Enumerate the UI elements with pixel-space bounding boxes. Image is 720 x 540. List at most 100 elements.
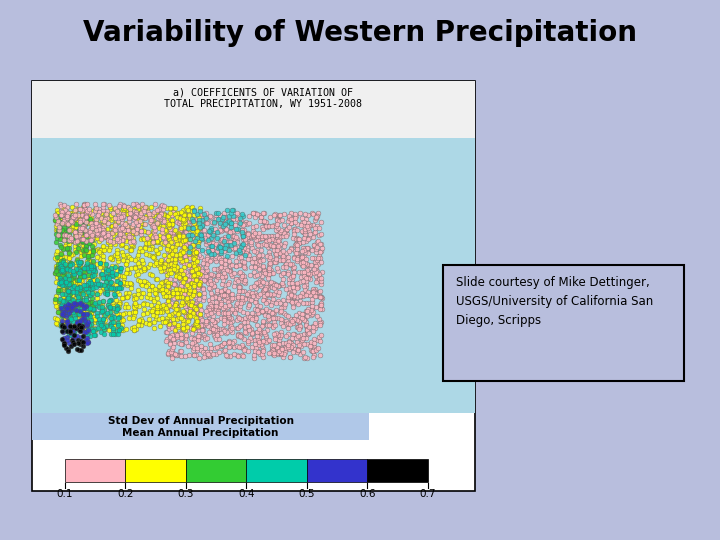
Point [98, 322, 109, 331]
Point [60, 213, 72, 222]
Point [231, 274, 243, 283]
Point [298, 329, 310, 338]
Point [308, 240, 320, 249]
Point [292, 293, 303, 301]
Point [130, 293, 141, 301]
Point [138, 220, 150, 228]
Point [175, 251, 186, 259]
Point [99, 310, 110, 319]
Point [270, 210, 282, 219]
Point [186, 308, 197, 317]
Point [61, 212, 73, 220]
Point [312, 315, 324, 323]
Point [158, 210, 170, 219]
Point [225, 217, 237, 226]
Point [109, 326, 121, 335]
Point [310, 278, 322, 287]
Point [317, 305, 328, 313]
Point [183, 250, 194, 259]
Point [53, 217, 64, 225]
Point [161, 226, 172, 234]
Point [274, 244, 285, 252]
Point [250, 305, 261, 314]
Point [90, 325, 102, 333]
Point [308, 287, 320, 296]
Point [261, 326, 272, 334]
Point [52, 307, 63, 316]
Point [122, 292, 133, 301]
Point [285, 342, 297, 351]
Point [99, 208, 111, 217]
Point [101, 279, 112, 288]
Point [102, 271, 113, 280]
Point [194, 313, 205, 321]
Point [291, 348, 302, 356]
Point [112, 276, 124, 285]
Point [73, 287, 84, 296]
Point [217, 221, 229, 230]
Point [186, 329, 197, 338]
Point [85, 279, 96, 287]
Point [123, 253, 135, 261]
Point [148, 296, 159, 305]
Point [238, 234, 249, 243]
Point [88, 271, 99, 279]
Point [57, 304, 68, 313]
Point [280, 232, 292, 241]
Point [104, 302, 116, 311]
Point [199, 268, 211, 276]
Point [180, 255, 192, 264]
Point [249, 298, 261, 307]
Point [192, 226, 204, 234]
Point [112, 248, 123, 257]
Point [243, 301, 255, 309]
Point [182, 276, 194, 285]
Point [191, 316, 202, 325]
Point [193, 233, 204, 241]
Point [73, 311, 84, 320]
Point [269, 314, 281, 323]
Point [173, 219, 184, 228]
Point [214, 295, 225, 304]
Point [89, 222, 100, 231]
Point [60, 327, 72, 335]
Point [205, 304, 217, 313]
Point [88, 315, 99, 323]
Point [101, 283, 112, 292]
Point [254, 275, 266, 284]
Point [87, 266, 99, 274]
Point [288, 226, 300, 235]
Point [257, 320, 269, 329]
Point [272, 281, 284, 290]
Point [130, 301, 142, 309]
Point [60, 312, 72, 321]
Point [253, 251, 265, 259]
Point [184, 212, 195, 220]
Point [251, 280, 262, 288]
Point [154, 308, 166, 316]
Point [213, 335, 225, 344]
Point [302, 340, 313, 348]
Point [187, 217, 199, 226]
Point [235, 343, 247, 352]
Point [304, 227, 315, 235]
Point [62, 271, 73, 279]
Point [80, 212, 91, 220]
Point [109, 221, 121, 230]
Point [275, 343, 287, 352]
Point [309, 224, 320, 232]
Point [149, 208, 161, 217]
Point [184, 289, 195, 298]
Point [78, 280, 90, 289]
Point [296, 267, 307, 276]
Point [300, 277, 312, 286]
Point [286, 334, 297, 343]
Point [215, 298, 226, 306]
Point [312, 209, 323, 218]
Point [81, 237, 92, 245]
Point [55, 250, 67, 259]
Point [226, 272, 238, 281]
Point [78, 248, 90, 257]
Point [228, 244, 239, 253]
Point [91, 289, 103, 298]
